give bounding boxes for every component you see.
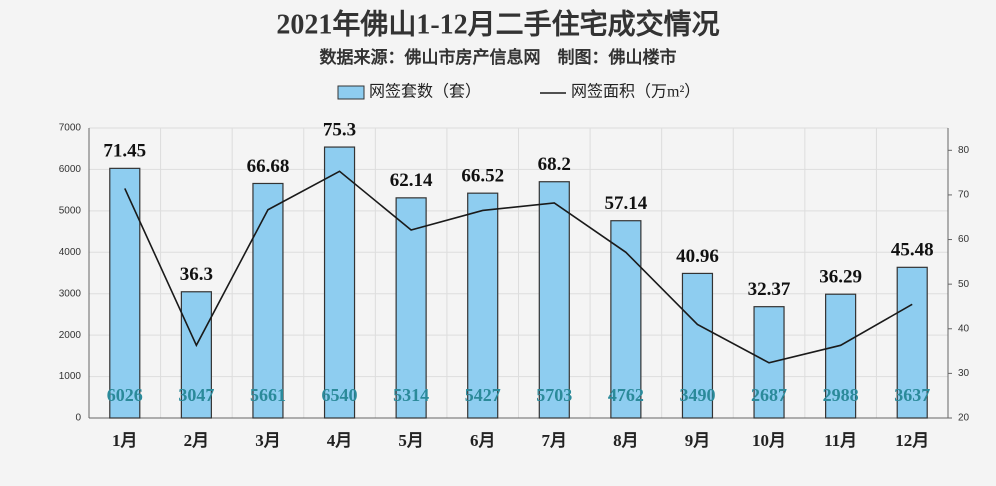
chart-title: 2021年佛山1-12月二手住宅成交情况 [276,7,719,40]
bar [252,182,284,419]
x-tick-label: 6月 [470,431,496,450]
line-value-label: 36.29 [819,267,862,288]
chart-subtitle: 数据来源：佛山市房产信息网 制图：佛山楼市 [320,47,677,67]
x-tick-label: 9月 [685,431,711,450]
y2-tick-label: 70 [958,190,970,201]
bar-value-label: 2988 [823,385,859,405]
bar-value-label: 6026 [107,385,143,405]
bar-value-label: 3637 [894,385,930,405]
line-value-label: 66.68 [247,156,290,177]
bar [323,146,356,419]
line [124,170,913,364]
line-value-label: 32.37 [748,279,791,300]
bar-value-label: 5314 [393,385,429,405]
bar [467,192,499,419]
legend-swatch [337,85,365,100]
bar-value-label: 6540 [322,385,358,405]
y-tick-label: 0 [75,413,81,424]
line-value-label: 40.96 [676,246,719,267]
bar [395,197,427,419]
bar-value-label: 3490 [679,385,715,405]
bar [180,291,212,419]
line-value-label: 66.52 [461,166,504,187]
x-tick-label: 3月 [255,431,281,450]
bar-value-label: 2687 [751,385,787,405]
x-tick-label: 7月 [542,431,568,450]
bar [825,293,857,419]
bar-value-label: 5427 [465,385,501,405]
bar-value-label: 4762 [608,385,644,405]
y-tick-label: 4000 [59,247,82,258]
line-value-label: 62.14 [390,170,433,191]
line-value-label: 57.14 [605,193,648,214]
y-tick-label: 3000 [59,288,82,299]
y-tick-label: 5000 [59,205,82,216]
bar-value-label: 5703 [536,385,572,405]
line-value-label: 68.2 [538,154,571,175]
legend-label: 网签套数（套） [369,83,481,101]
bar [896,266,928,419]
line-value-label: 36.3 [180,264,213,285]
bar [681,272,714,419]
y-tick-label: 2000 [59,330,82,341]
y-tick-label: 1000 [59,371,82,382]
x-tick-label: 12月 [895,431,929,450]
y2-tick-label: 20 [958,413,970,424]
y-tick-label: 6000 [59,164,82,175]
legend-label: 网签面积（万m²） [571,83,700,101]
x-tick-label: 5月 [398,431,424,450]
y2-tick-label: 80 [958,145,970,156]
y2-tick-label: 60 [958,234,970,245]
x-tick-label: 1月 [112,431,138,450]
line-value-label: 75.3 [323,119,356,140]
bar [109,167,141,419]
bar [538,181,570,419]
y2-tick-label: 40 [958,323,970,334]
y2-tick-label: 30 [958,368,970,379]
y2-tick-label: 50 [958,279,970,290]
x-tick-label: 4月 [327,431,353,450]
x-tick-label: 2月 [184,431,210,450]
bar [610,220,642,419]
y-tick-label: 7000 [59,123,82,134]
bar-value-label: 5661 [250,385,286,405]
x-tick-label: 10月 [752,431,786,450]
line-value-label: 71.45 [103,141,146,162]
bar-value-label: 3047 [178,385,214,405]
x-tick-label: 11月 [824,431,857,450]
x-tick-label: 8月 [613,431,639,450]
line-value-label: 45.48 [891,240,934,261]
